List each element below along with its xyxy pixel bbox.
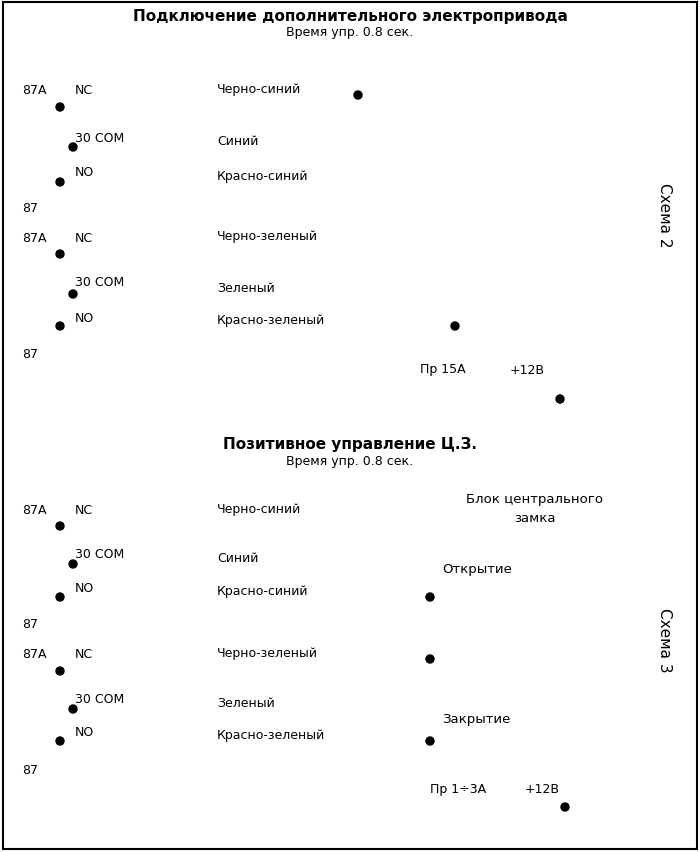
Text: NO: NO	[75, 311, 94, 324]
Circle shape	[354, 92, 362, 100]
Circle shape	[426, 593, 434, 602]
Bar	[14, 477, 209, 817]
Text: 87A: 87A	[22, 648, 46, 660]
Text: Время упр. 0.8 сек.: Время упр. 0.8 сек.	[286, 455, 414, 468]
Text: +12В: +12В	[510, 363, 545, 376]
Circle shape	[56, 323, 64, 331]
Text: Зеленый: Зеленый	[217, 696, 274, 709]
Circle shape	[56, 737, 64, 746]
Circle shape	[426, 655, 434, 663]
Bar	[445, 800, 483, 814]
Text: Время упр. 0.8 сек.: Время упр. 0.8 сек.	[286, 26, 414, 38]
Circle shape	[451, 323, 459, 331]
Text: NC: NC	[75, 648, 93, 660]
Text: Черно-синий: Черно-синий	[217, 83, 301, 96]
Text: NC: NC	[75, 504, 93, 517]
Circle shape	[56, 522, 64, 531]
Bar	[500, 155, 550, 234]
Circle shape	[561, 803, 569, 811]
Text: Блок центрального: Блок центрального	[466, 493, 603, 506]
Text: 87: 87	[22, 763, 38, 776]
Text: 87: 87	[22, 348, 38, 361]
Text: Красно-зеленый: Красно-зеленый	[217, 314, 326, 326]
Text: NO: NO	[75, 726, 94, 739]
Text: 30 COM: 30 COM	[75, 693, 125, 705]
Text: Черно-зеленый: Черно-зеленый	[217, 230, 318, 243]
Text: NO: NO	[75, 166, 94, 179]
Text: Позитивное управление Ц.З.: Позитивное управление Ц.З.	[223, 437, 477, 452]
Text: Пр 15А: Пр 15А	[420, 363, 466, 376]
Text: Красно-зеленый: Красно-зеленый	[217, 728, 326, 741]
Text: 87A: 87A	[22, 504, 46, 517]
Bar	[435, 393, 470, 406]
Text: 87: 87	[22, 618, 38, 630]
Circle shape	[69, 561, 77, 568]
Text: Черно-синий: Черно-синий	[217, 503, 301, 515]
Text: 30 COM: 30 COM	[75, 548, 125, 561]
Text: замка: замка	[514, 511, 556, 524]
Text: NC: NC	[75, 231, 93, 245]
Bar	[575, 225, 600, 239]
Text: Открытие: Открытие	[442, 563, 512, 576]
Circle shape	[56, 104, 64, 112]
Circle shape	[56, 593, 64, 602]
Text: Красно-синий: Красно-синий	[217, 170, 309, 183]
Text: 87: 87	[22, 201, 38, 214]
Text: 87A: 87A	[22, 84, 46, 97]
Circle shape	[69, 291, 77, 299]
Circle shape	[56, 250, 64, 259]
Bar	[575, 175, 600, 195]
Circle shape	[69, 705, 77, 713]
Text: 30 COM: 30 COM	[75, 276, 125, 289]
Circle shape	[556, 395, 564, 404]
Text: Пр 1÷3А: Пр 1÷3А	[430, 783, 486, 796]
Bar	[14, 48, 209, 402]
Text: Черно-зеленый: Черно-зеленый	[217, 646, 318, 659]
Text: 30 COM: 30 COM	[75, 131, 125, 144]
Text: Схема 3: Схема 3	[657, 607, 673, 671]
Bar	[430, 477, 640, 807]
Text: Синий: Синий	[217, 135, 258, 148]
Text: Зеленый: Зеленый	[217, 282, 274, 295]
Text: 87A: 87A	[22, 231, 46, 245]
Bar	[490, 135, 575, 270]
Text: NC: NC	[75, 84, 93, 97]
Circle shape	[56, 179, 64, 187]
Text: Синий: Синий	[217, 551, 258, 564]
Circle shape	[56, 667, 64, 675]
Text: Красно-синий: Красно-синий	[217, 584, 309, 597]
Text: NO: NO	[75, 581, 94, 594]
Circle shape	[426, 737, 434, 746]
Text: Подключение дополнительного электропривода: Подключение дополнительного электроприво…	[132, 9, 568, 24]
Circle shape	[69, 144, 77, 152]
Text: +12В: +12В	[525, 783, 560, 796]
Text: Схема 2: Схема 2	[657, 182, 673, 247]
Text: Закрытие: Закрытие	[442, 712, 510, 726]
